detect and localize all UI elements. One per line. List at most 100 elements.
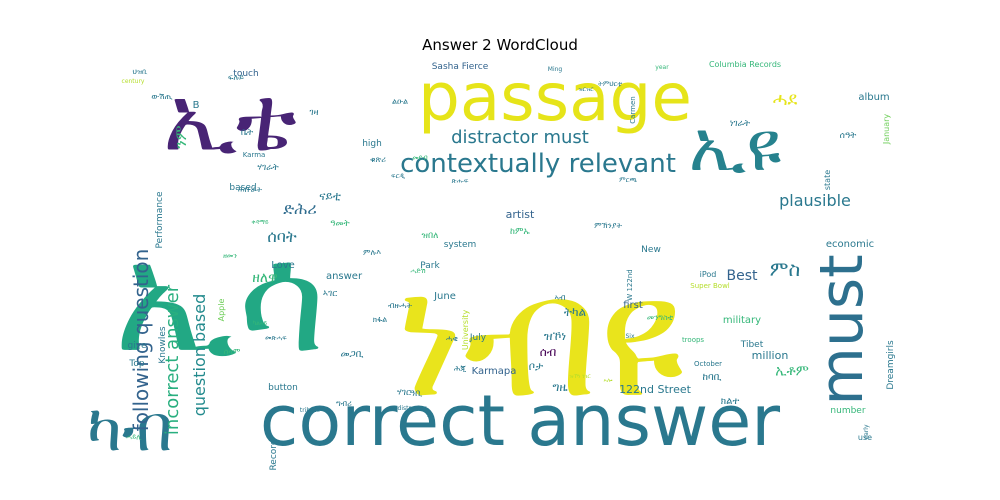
word-108: ዘመን bbox=[223, 252, 237, 260]
word-23: ትካል bbox=[564, 305, 587, 319]
word-12: question based bbox=[190, 294, 209, 417]
word-37: economic bbox=[826, 239, 874, 250]
word-68: Ming bbox=[548, 66, 563, 73]
word-107: ምርጫ bbox=[619, 176, 637, 184]
word-87: ሕቡራት bbox=[238, 185, 262, 194]
word-86: ክልተ bbox=[721, 396, 740, 407]
word-121: ካልኣይ bbox=[253, 320, 268, 327]
word-35: Karmapa bbox=[472, 366, 517, 377]
word-56: Apple bbox=[217, 299, 226, 322]
word-89: ብዙሓት bbox=[388, 301, 413, 310]
word-91: መንግስቲ bbox=[647, 313, 674, 322]
word-85: ከባቢ bbox=[702, 372, 721, 383]
word-78: ከምኡ bbox=[510, 227, 530, 237]
word-41: high bbox=[362, 139, 382, 149]
word-98: ኣብ bbox=[554, 293, 565, 302]
word-0: ነብዩ bbox=[396, 238, 683, 436]
word-34: June bbox=[433, 291, 456, 302]
word-79: ነገራት bbox=[730, 119, 750, 129]
word-109: ሓይሊ bbox=[126, 433, 142, 441]
word-82: ሰዓት bbox=[840, 131, 857, 141]
word-64: Super Bowl bbox=[690, 282, 730, 290]
word-20: ኢቶም bbox=[775, 363, 809, 379]
word-36: military bbox=[723, 315, 761, 326]
word-11: incorrect answer bbox=[162, 284, 183, 435]
word-49: Tibet bbox=[740, 340, 764, 350]
word-58: Top bbox=[128, 359, 144, 369]
word-76: B bbox=[193, 100, 200, 111]
word-92: ዓቢ bbox=[410, 389, 422, 399]
word-38: album bbox=[858, 92, 889, 103]
word-74: distractor bbox=[398, 405, 427, 412]
word-100: ግብሪ bbox=[336, 399, 352, 408]
word-39: Sasha Fierce bbox=[432, 62, 489, 72]
word-7: ካብ bbox=[87, 392, 173, 466]
chart-title: Answer 2 WordCloud bbox=[422, 36, 578, 54]
word-69: year bbox=[655, 64, 669, 71]
word-9: distractor must bbox=[451, 127, 589, 148]
word-15: ሓደ bbox=[773, 89, 798, 110]
word-88: ምኽንያት bbox=[594, 221, 622, 230]
word-61: January bbox=[882, 114, 891, 146]
word-119: ዝኾነ ነገር bbox=[569, 373, 591, 380]
word-67: Carmen bbox=[629, 96, 637, 124]
word-63: W 122nd bbox=[626, 269, 634, 300]
word-21: Best bbox=[726, 268, 758, 284]
word-52: New bbox=[641, 245, 661, 255]
word-53: July bbox=[469, 333, 487, 343]
word-2: correct answer bbox=[260, 380, 780, 462]
word-27: ቦታ bbox=[529, 360, 544, 373]
word-116: ዝርዝር bbox=[578, 86, 594, 93]
word-16: ንም bbox=[171, 125, 190, 148]
word-70: troops bbox=[682, 336, 704, 344]
word-102: ቁጽሪ bbox=[370, 155, 386, 164]
word-112: ህዝቢ bbox=[133, 68, 148, 76]
word-71: Six bbox=[625, 333, 634, 340]
word-114: ሓድሽ bbox=[410, 267, 426, 275]
word-95: ሃገር bbox=[397, 388, 411, 398]
word-97: ፍሉይ bbox=[228, 73, 244, 82]
word-33: first bbox=[623, 300, 643, 311]
word-120: ቀዳማይ bbox=[251, 219, 269, 226]
word-22: ናይቲ bbox=[319, 189, 341, 203]
word-6: must bbox=[807, 254, 877, 405]
word-51: Park bbox=[420, 261, 440, 271]
word-106: መደብ bbox=[412, 154, 428, 162]
word-46: Performance bbox=[155, 191, 165, 248]
word-40: touch bbox=[233, 69, 258, 79]
word-26: ግዜ bbox=[552, 380, 568, 394]
word-8: contextually relevant bbox=[400, 149, 676, 179]
word-103: ሓቂ bbox=[446, 334, 459, 343]
word-94: ገዛ bbox=[309, 108, 318, 118]
word-54: University bbox=[461, 310, 470, 351]
word-118: ኣሎ bbox=[604, 377, 614, 384]
word-110: መጽሓፍ bbox=[265, 334, 287, 342]
word-1: ኢሳ bbox=[114, 212, 326, 386]
word-18: ሰባት bbox=[267, 227, 297, 246]
word-47: Knowles bbox=[158, 326, 168, 364]
word-62: Columbia Records bbox=[709, 60, 781, 69]
word-75: early bbox=[863, 424, 870, 440]
word-60: use bbox=[858, 433, 872, 442]
word-90: ሰላም bbox=[224, 347, 241, 356]
word-65: October bbox=[694, 360, 722, 368]
word-96: ምሉእ bbox=[363, 248, 381, 257]
word-44: button bbox=[268, 383, 298, 393]
word-57: give bbox=[127, 341, 147, 351]
word-3: ኢቴ bbox=[163, 67, 296, 172]
word-19: ዘለዋ bbox=[252, 270, 277, 286]
word-83: ዓመት bbox=[330, 219, 350, 229]
word-31: answer bbox=[326, 271, 363, 282]
word-4: passage bbox=[418, 59, 692, 136]
word-93: ቤት bbox=[241, 128, 253, 138]
word-73: century bbox=[122, 78, 145, 85]
word-24: ዝኾነ bbox=[544, 329, 566, 343]
word-105: ሕጂ bbox=[454, 364, 467, 373]
word-81: ኣገር bbox=[323, 289, 337, 299]
word-5: ኢዩ bbox=[689, 105, 782, 187]
word-43: system bbox=[444, 240, 477, 250]
word-25: ሰብ bbox=[540, 345, 557, 359]
word-117: ጊዜ bbox=[426, 412, 435, 419]
word-111: ፍርዲ bbox=[391, 172, 405, 180]
